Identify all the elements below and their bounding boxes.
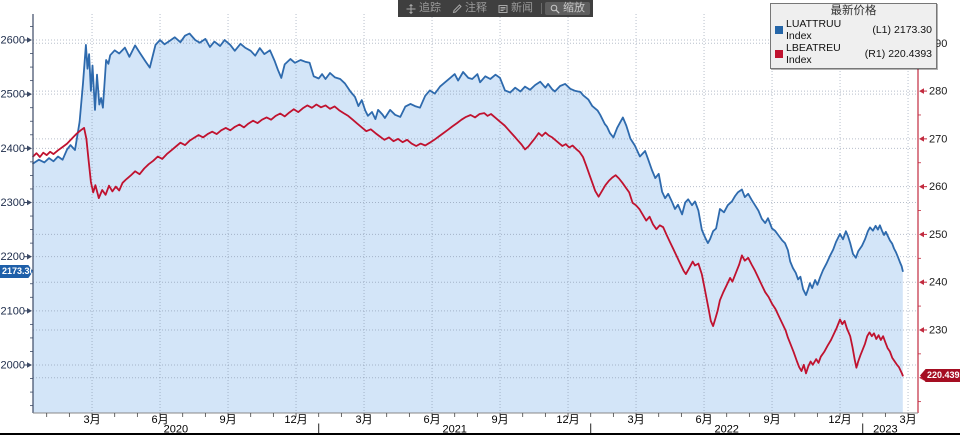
month-label: 9月	[491, 414, 508, 426]
month-label: 6月	[695, 414, 712, 426]
month-label: 12月	[556, 414, 579, 426]
month-label: 9月	[763, 414, 780, 426]
year-label: 2021	[442, 424, 466, 436]
toolbar-separator	[541, 3, 542, 14]
legend-row-lbeatreu: LBEATREU Index (R1) 220.4393	[775, 42, 932, 66]
series-axis: (L1)	[872, 24, 892, 36]
month-label: 12月	[284, 414, 307, 426]
legend-row-luattruu: LUATTRUU Index (L1) 2173.30	[775, 18, 932, 42]
right-axis-tick-arrow	[919, 136, 924, 142]
series-swatch-red	[775, 50, 783, 58]
legend-title: 最新价格	[830, 5, 877, 17]
year-label: 2023	[873, 424, 897, 436]
pencil-icon	[452, 3, 462, 14]
bottom-border-bar	[0, 433, 960, 435]
toolbar-item-label: 注释	[465, 2, 487, 14]
left-axis-label: 2500	[1, 89, 25, 101]
toolbar-item-zoom[interactable]: 缩放	[545, 2, 590, 15]
month-label: 6月	[423, 414, 440, 426]
move-crosshair-icon	[406, 3, 416, 14]
left-axis-tick-arrow	[27, 145, 32, 152]
right-axis-tick-arrow	[919, 231, 924, 238]
series-name: LBEATREU Index	[786, 42, 841, 66]
left-axis-tick-arrow	[27, 308, 32, 314]
left-axis-tick-arrow	[27, 362, 32, 368]
toolbar-item-label: 缩放	[563, 2, 585, 14]
month-label: 3月	[899, 414, 916, 426]
magnifier-icon	[550, 4, 560, 14]
right-axis-label: 270	[929, 133, 947, 145]
month-label: 12月	[828, 414, 851, 426]
month-label: 3月	[355, 414, 372, 426]
left-axis-tick-arrow	[27, 37, 32, 43]
toolbar-item-news[interactable]: 新闻	[493, 2, 538, 15]
right-axis-label: 240	[929, 277, 947, 289]
right-axis-label: 230	[929, 324, 947, 336]
right-axis-tick-arrow	[919, 279, 924, 285]
right-axis-tick-arrow	[919, 327, 924, 333]
month-label: 6月	[151, 414, 168, 426]
right-axis-tick-arrow	[919, 183, 924, 190]
right-axis-tick-arrow	[919, 88, 924, 94]
left-axis-label: 2400	[1, 143, 25, 155]
right-axis-last-value-badge: 220.4393	[920, 369, 960, 382]
right-axis-label: 260	[929, 181, 947, 193]
lbeatreu-line	[32, 103, 904, 377]
left-axis-tick-arrow	[27, 91, 32, 97]
chart-toolbar: 追踪 注释 新闻 缩放	[398, 0, 593, 17]
toolbar-item-track[interactable]: 追踪	[401, 2, 446, 15]
left-axis-label: 2100	[1, 305, 25, 317]
month-label: 3月	[627, 414, 644, 426]
legend-box[interactable]: 最新价格 LUATTRUU Index (L1) 2173.30 LBEATRE…	[770, 3, 937, 69]
left-axis-label: 2300	[1, 197, 25, 209]
right-axis-label: 280	[929, 86, 947, 98]
left-axis-label: 2000	[1, 360, 25, 372]
toolbar-item-label: 新闻	[511, 2, 533, 14]
luattruu-line	[32, 32, 904, 297]
left-axis-label: 2200	[1, 251, 25, 263]
year-label: 2022	[714, 424, 738, 436]
toolbar-item-label: 追踪	[419, 2, 441, 14]
series-value: 220.4393	[888, 48, 932, 60]
series-name: LUATTRUU Index	[786, 18, 842, 42]
left-axis-last-value-badge: 2173.30	[0, 265, 35, 278]
toolbar-item-annotate[interactable]: 注释	[447, 2, 492, 15]
month-label: 9月	[219, 414, 236, 426]
month-label: 3月	[83, 414, 100, 426]
left-axis-tick-arrow	[27, 199, 32, 206]
series-axis: (R1)	[864, 48, 886, 60]
series-value: 2173.30	[894, 24, 932, 36]
news-icon	[498, 4, 508, 14]
series-swatch-blue	[775, 26, 783, 34]
year-label: 2020	[164, 424, 188, 436]
blue-series-area-fill	[33, 33, 903, 413]
left-axis-tick-arrow	[27, 253, 32, 260]
right-axis-label: 250	[929, 229, 947, 241]
left-axis-label: 2600	[1, 35, 25, 47]
